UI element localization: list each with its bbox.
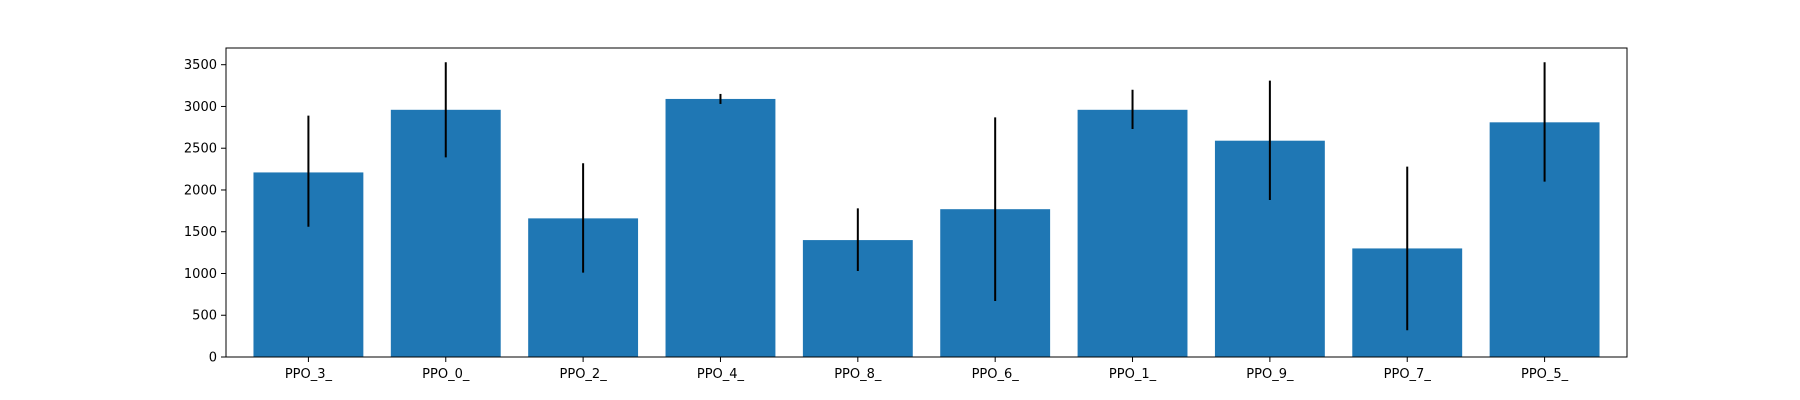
y-tick-label: 2000 [184, 183, 217, 198]
x-tick-label: PPO_5_ [1521, 367, 1569, 382]
x-axis: PPO_3_ PPO_0_ PPO_2_ PPO_4_ PPO_8_ PPO_6_ PPO_… [285, 357, 1569, 382]
x-tick-label: PPO_4_ [697, 367, 745, 382]
bar-PPO_1_ [1077, 109, 1188, 357]
x-tick-label: PPO_3_ [285, 367, 333, 382]
x-tick-label: PPO_7_ [1384, 367, 1432, 382]
y-tick-label: 1000 [184, 267, 217, 282]
y-tick-label: 3500 [184, 58, 217, 73]
x-tick-label: PPO_0_ [422, 367, 470, 382]
x-tick-label: PPO_9_ [1246, 367, 1294, 382]
y-axis: 0 500 1000 1500 2000 2500 3000 3500 [184, 58, 226, 366]
x-tick-label: PPO_8_ [834, 367, 882, 382]
x-tick-label: PPO_1_ [1109, 367, 1157, 382]
y-tick-label: 0 [209, 351, 217, 366]
y-tick-label: 2500 [184, 142, 217, 157]
y-tick-label: 500 [192, 309, 217, 324]
plot-frame [225, 47, 1628, 358]
y-tick-label: 3000 [184, 100, 217, 115]
error-bars-layer [307, 62, 1546, 331]
bar-PPO_4_ [665, 98, 776, 358]
y-tick-label: 1500 [184, 225, 217, 240]
x-tick-label: PPO_2_ [560, 367, 608, 382]
bars-layer [253, 98, 1600, 358]
x-tick-label: PPO_6_ [972, 367, 1020, 382]
